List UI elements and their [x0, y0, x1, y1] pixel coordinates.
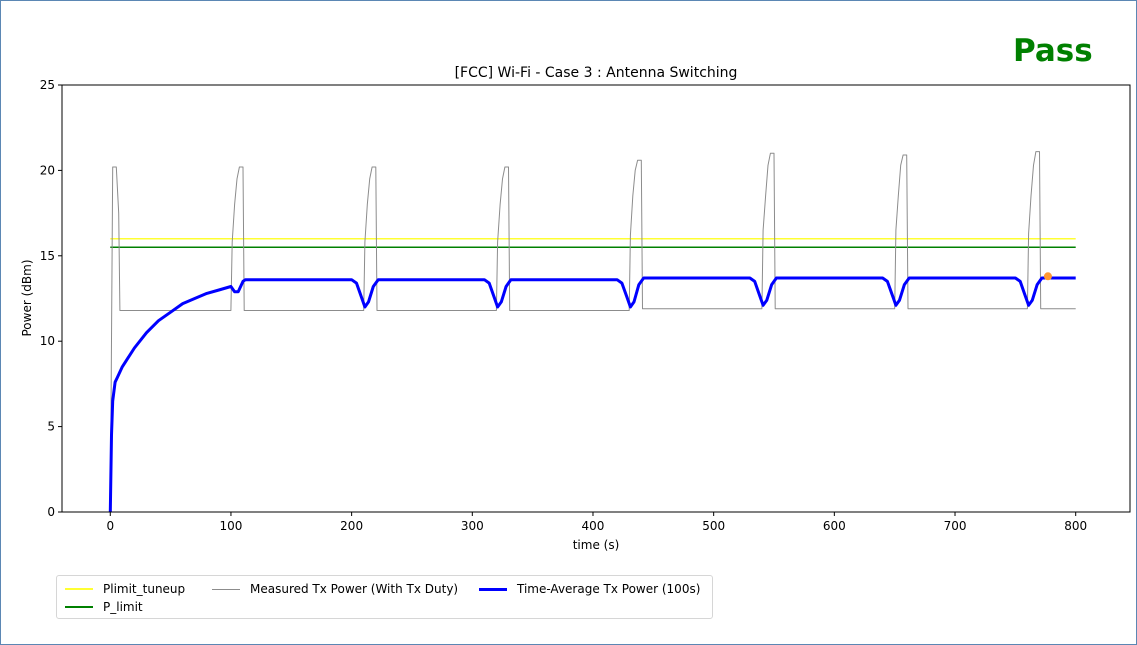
chart-legend: Plimit_tuneup P_limit Measured Tx Power … [56, 575, 713, 619]
legend-label-p-limit: P_limit [103, 600, 143, 614]
legend-label-plimit-tuneup: Plimit_tuneup [103, 582, 186, 596]
y-tick-label: 25 [40, 78, 55, 92]
plot-border [61, 84, 1131, 513]
legend-item-time-average-tx-power: Time-Average Tx Power (100s) [479, 581, 700, 597]
legend-swatch-plimit-tuneup [65, 588, 93, 590]
x-tick-label: 100 [219, 519, 242, 533]
y-tick-label: 5 [47, 420, 55, 434]
x-axis-label: time (s) [573, 538, 620, 552]
legend-item-plimit-tuneup: Plimit_tuneup [65, 581, 185, 597]
pass-status-label: Pass [1013, 33, 1093, 69]
series-line-measured-tx-power-with-tx-duty [109, 151, 1076, 513]
x-tick-label: 200 [340, 519, 363, 533]
y-tick-label: 10 [40, 334, 55, 348]
legend-swatch-measured-tx-power [212, 588, 240, 590]
y-axis-label: Power (dBm) [20, 260, 34, 337]
series-line-time-average-tx-power-100s [108, 276, 1076, 513]
plot-area [108, 151, 1076, 513]
x-tick-label: 800 [1064, 519, 1087, 533]
x-tick-label: 500 [702, 519, 725, 533]
axis-ticks: 0 100 200 300 400 500 600 700 800 0 5 10 15 20 25 [40, 78, 1087, 533]
legend-item-measured-tx-power: Measured Tx Power (With Tx Duty) [212, 581, 458, 597]
legend-swatch-p-limit [65, 606, 93, 608]
y-tick-label: 15 [40, 249, 55, 263]
marker-point [1043, 272, 1052, 281]
x-tick-label: 300 [461, 519, 484, 533]
y-tick-label: 20 [40, 163, 55, 177]
legend-label-time-average-tx-power: Time-Average Tx Power (100s) [517, 582, 701, 596]
chart-title: [FCC] Wi-Fi - Case 3 : Antenna Switching [455, 65, 738, 81]
x-tick-label: 600 [823, 519, 846, 533]
legend-item-p-limit: P_limit [65, 599, 143, 615]
x-tick-label: 0 [106, 519, 114, 533]
legend-swatch-time-average-tx-power [479, 587, 507, 591]
x-tick-label: 700 [944, 519, 967, 533]
y-tick-label: 0 [47, 505, 55, 519]
legend-label-measured-tx-power: Measured Tx Power (With Tx Duty) [250, 582, 459, 596]
x-tick-label: 400 [582, 519, 605, 533]
